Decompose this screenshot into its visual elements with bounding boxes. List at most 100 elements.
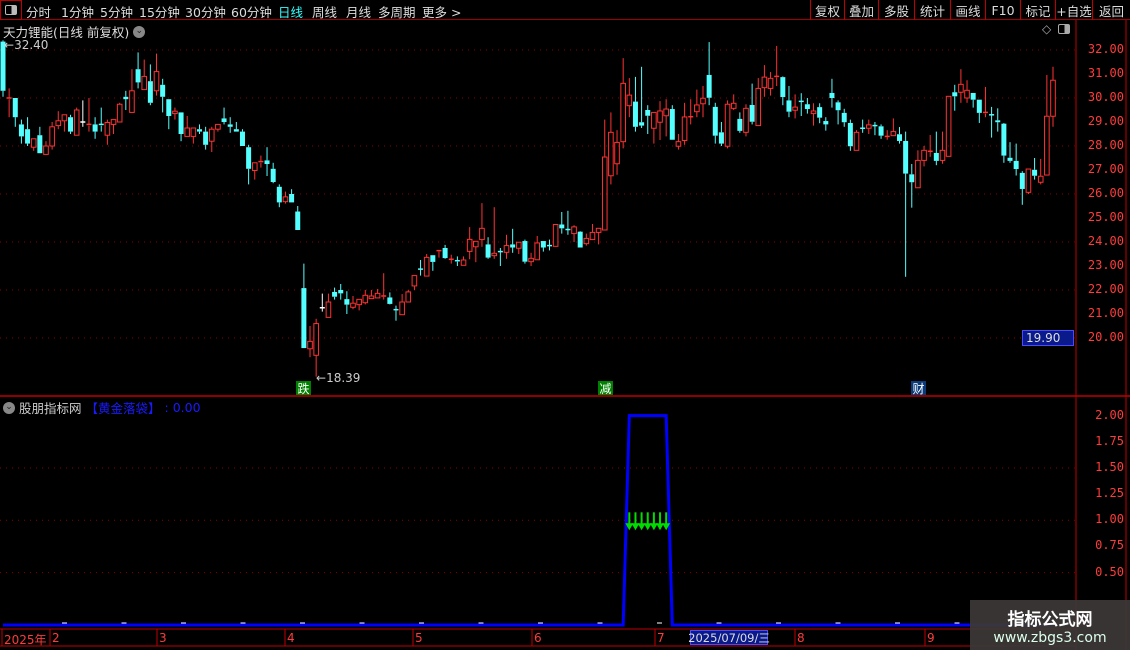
candle xyxy=(1050,66,1056,127)
candle-body xyxy=(528,257,534,263)
candle-body xyxy=(1013,160,1019,170)
indicator-tick: 1.50 xyxy=(1095,459,1124,474)
chevron-down-icon[interactable]: ⌄ xyxy=(133,25,146,38)
candle xyxy=(374,289,381,299)
toolbar-button-1[interactable]: 叠加 xyxy=(844,0,878,20)
candle-body xyxy=(190,127,197,137)
panel-toggle-icon[interactable] xyxy=(1058,24,1070,34)
event-marker-财[interactable]: 财 xyxy=(911,381,926,396)
tab-period-7[interactable]: 周线 xyxy=(312,5,338,20)
candle xyxy=(804,98,810,114)
event-marker-跌[interactable]: 跌 xyxy=(296,381,311,396)
candle-body xyxy=(804,104,810,110)
candle-body xyxy=(313,323,319,356)
candle xyxy=(55,111,62,130)
candle-body xyxy=(724,103,731,147)
arrow-head xyxy=(662,523,671,531)
candle xyxy=(289,189,295,203)
low-value: 18.39 xyxy=(326,371,361,385)
tab-period-9[interactable]: 多周期 xyxy=(378,5,416,20)
candle-body xyxy=(718,132,724,144)
toolbar-button-6[interactable]: 标记 xyxy=(1020,0,1055,20)
candle-body xyxy=(601,156,608,231)
candle-body xyxy=(276,186,282,203)
toolbar-button-7[interactable]: +自选 xyxy=(1055,0,1092,20)
date-tick: 2 xyxy=(52,631,60,645)
tab-period-0[interactable]: 分时 xyxy=(26,5,52,20)
candle-body xyxy=(1025,168,1032,193)
chevron-down-icon[interactable]: ⌄ xyxy=(3,401,15,414)
candle-body xyxy=(104,121,111,136)
diamond-icon[interactable]: ◇ xyxy=(1042,22,1052,36)
candlesticks xyxy=(0,40,1056,377)
date-tick: 4 xyxy=(287,631,295,645)
toolbar-button-5[interactable]: F10 xyxy=(985,0,1020,20)
tab-period-5[interactable]: 60分钟 xyxy=(231,5,272,20)
toolbar-button-4[interactable]: 画线 xyxy=(950,0,985,20)
price-tick: 31.00 xyxy=(1087,66,1124,80)
candle-body xyxy=(933,152,939,161)
date-tick: 5 xyxy=(415,631,423,645)
panel-toggle-icon xyxy=(5,5,17,15)
candle-body xyxy=(780,77,786,98)
candle-body xyxy=(282,196,289,203)
candle xyxy=(614,130,620,175)
candle xyxy=(620,58,626,149)
candle xyxy=(755,78,762,127)
tab-period-6[interactable]: 日线 xyxy=(278,5,304,20)
candle-body xyxy=(135,69,141,83)
candle xyxy=(510,228,516,253)
toolbar-button-8[interactable]: 返回 xyxy=(1092,0,1130,20)
candle xyxy=(559,212,565,234)
candle-body xyxy=(25,129,31,144)
tab-period-3[interactable]: 15分钟 xyxy=(139,5,180,20)
candle xyxy=(583,233,590,246)
candle xyxy=(442,244,448,259)
candle xyxy=(847,119,853,151)
indicator-tick: 0.75 xyxy=(1095,538,1124,553)
toolbar-button-2[interactable]: 多股 xyxy=(878,0,914,20)
candle xyxy=(282,191,289,204)
candle xyxy=(1025,168,1032,194)
candle xyxy=(970,92,976,108)
candle-body xyxy=(160,84,166,97)
candle-body xyxy=(552,223,559,247)
arrow-head xyxy=(656,523,665,531)
event-marker-减[interactable]: 减 xyxy=(598,381,613,396)
candle-body xyxy=(491,252,498,257)
date-tick: 3 xyxy=(159,631,167,645)
tab-period-4[interactable]: 30分钟 xyxy=(185,5,226,20)
candle xyxy=(933,131,939,166)
tab-period-10[interactable]: 更多 > xyxy=(422,5,462,20)
candle xyxy=(792,94,798,119)
candle xyxy=(700,86,706,118)
candle-body xyxy=(540,241,546,248)
indicator-source: 股朋指标网 xyxy=(19,401,82,416)
candle-body xyxy=(350,302,356,308)
candle-body xyxy=(289,194,295,203)
watermark-url: www.zbgs3.com xyxy=(993,629,1107,646)
candle xyxy=(221,107,227,125)
candle-body xyxy=(325,301,332,318)
price-tick: 26.00 xyxy=(1087,186,1124,200)
tab-period-1[interactable]: 1分钟 xyxy=(61,5,94,20)
tab-period-2[interactable]: 5分钟 xyxy=(100,5,133,20)
candle xyxy=(405,290,412,303)
candle-body xyxy=(215,123,221,130)
candle-body xyxy=(264,160,270,164)
sidebar-toggle-button[interactable] xyxy=(0,0,22,20)
candle-body xyxy=(571,226,577,235)
toolbar-button-0[interactable]: 复权 xyxy=(810,0,844,20)
arrow-head xyxy=(649,523,658,531)
candle xyxy=(626,78,633,118)
indicator-name[interactable]: 【黄金落袋】 xyxy=(85,401,161,416)
candle xyxy=(939,131,946,164)
toolbar-button-3[interactable]: 统计 xyxy=(914,0,950,20)
tab-period-8[interactable]: 月线 xyxy=(346,5,372,20)
candle-body xyxy=(116,103,123,123)
candle xyxy=(196,124,202,134)
candle xyxy=(1019,171,1025,205)
candle xyxy=(780,76,786,106)
candle-body xyxy=(952,92,958,97)
